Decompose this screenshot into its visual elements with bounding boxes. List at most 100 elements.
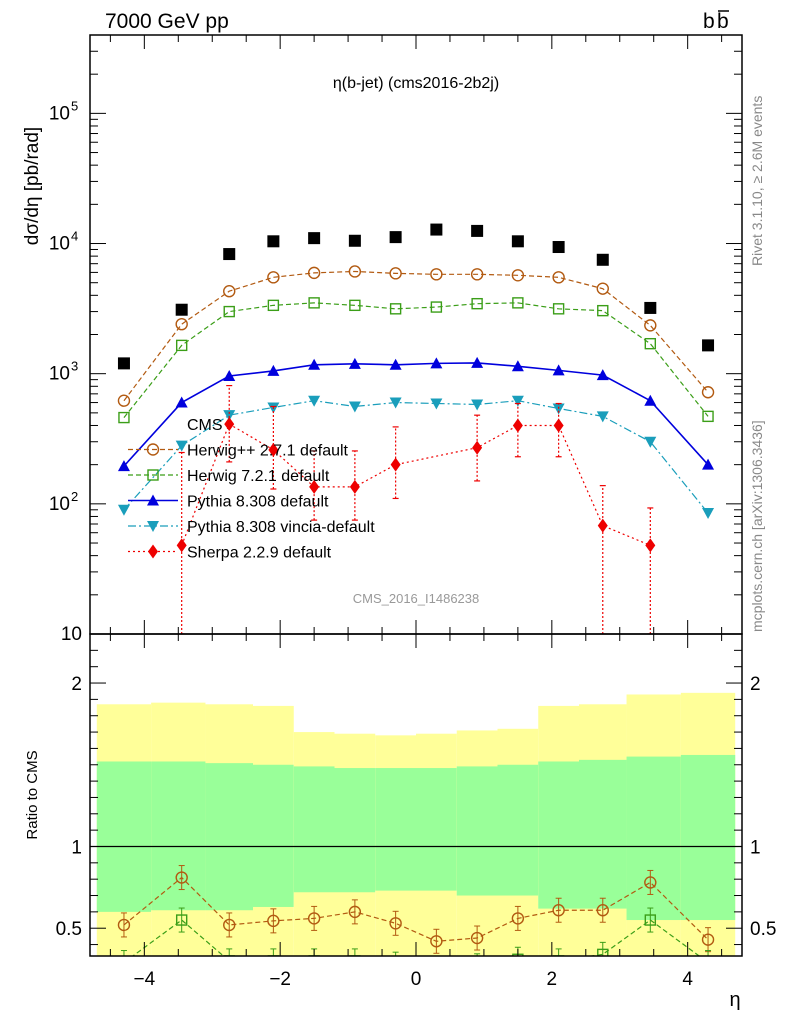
point-herwig-2-7-1-default [701,386,715,399]
point-sherpa-2-2-9-default [309,479,320,494]
point-pythia-8-308-default [552,364,565,376]
ratio-point-herwig-7-2-1-default [391,959,401,969]
point-cms [117,357,130,370]
ratio-tick-label-right: 0.5 [750,919,776,940]
point-pythia-8-308-default [389,358,402,370]
point-herwig-7-2-1-default [223,305,235,318]
legend-marker-pythia-8-308-default [147,494,159,506]
point-pythia-8-308-vincia-default [308,395,321,407]
ratio-point-herwig-2-7-1-default [701,933,715,946]
main-series-clipped [117,223,715,634]
header-right-b: b [703,10,715,33]
point-pythia-8-308-vincia-default [430,398,443,410]
point-cms [471,224,484,237]
ratio-band-inner [334,768,376,893]
ratio-uncertainty-bands [90,692,742,956]
point-sherpa-2-2-9-default [176,538,187,553]
ratio-series [117,865,715,974]
header-right-bbar: b [717,10,729,33]
point-pythia-8-308-vincia-default [511,395,524,407]
series-line-herwig-2-7-1-default [123,270,709,402]
ratio-series-clipped [117,865,715,974]
point-pythia-8-308-vincia-default [471,399,484,411]
point-herwig-2-7-1-default [348,265,362,278]
point-pythia-8-308-vincia-default [389,397,402,409]
point-sherpa-2-2-9-default [349,479,360,494]
ratio-band-inner [497,764,539,896]
series-line-pythia-8-308-vincia-default [123,400,709,514]
ratio-point-herwig-2-7-1-default [307,912,321,925]
ratio-tick-label-right: 1 [750,837,761,858]
ratio-point-herwig-2-7-1-default [596,904,609,917]
ratio-line-herwig-2-7-1-default [123,876,709,942]
point-sherpa-2-2-9-default [553,418,564,433]
ratio-tick-label-left: 1 [71,837,82,858]
ratio-tick-label-right: 2 [750,674,761,695]
ratio-y-axis-label: Ratio to CMS [24,750,41,839]
ratio-point-herwig-7-2-1-default [431,964,441,974]
point-herwig-7-2-1-default [118,411,130,424]
ratio-point-herwig-7-2-1-default [552,955,565,956]
ratio-point-herwig-2-7-1-default [389,917,402,930]
point-pythia-8-308-vincia-default [596,411,609,423]
y-tick-exponent: 3 [71,359,78,374]
point-pythia-8-308-default [430,357,443,369]
point-herwig-7-2-1-default [512,297,524,309]
point-sherpa-2-2-9-default [597,518,608,533]
point-pythia-8-308-vincia-default [175,440,188,452]
point-pythia-8-308-default [348,357,361,369]
ratio-tick-label-left: 0.5 [56,919,82,940]
ratio-band-inner [293,766,335,893]
point-pythia-8-308-vincia-default [348,401,361,413]
point-herwig-7-2-1-default [552,303,565,315]
point-herwig-7-2-1-default [349,299,361,312]
point-herwig-2-7-1-default [644,319,657,332]
point-cms [430,223,443,236]
point-pythia-8-308-default [596,369,609,381]
point-cms [702,339,715,352]
ratio-band-inner [416,768,457,891]
ratio-band-inner [151,761,206,911]
main-series [117,223,715,634]
y-tick-exponent: 4 [71,229,78,244]
ratio-band-inner [538,761,579,909]
legend-label-herwig-2-7-1-default: Herwig++ 2.7.1 default [187,443,349,460]
point-cms [552,241,565,254]
y-tick-label: 10 [61,624,82,645]
point-cms [223,248,236,261]
x-axis-label: η [729,989,740,1011]
point-sherpa-2-2-9-default [472,440,483,455]
ratio-point-herwig-2-7-1-default [552,904,565,917]
ratio-point-herwig-2-7-1-default [117,918,131,932]
legend-label-pythia-8-308-default: Pythia 8.308 default [187,494,329,511]
x-tick-label: −4 [133,969,155,990]
point-pythia-8-308-default [644,394,657,406]
ratio-point-herwig-7-2-1-default [597,948,609,956]
legend-label-cms: CMS [187,417,223,434]
ratio-point-herwig-2-7-1-default [348,905,362,919]
series-line-sherpa-2-2-9-default [181,423,651,546]
y-tick-exponent: 5 [71,98,78,113]
x-tick-label: 4 [682,969,693,990]
ratio-band-inner [375,768,416,891]
ratio-point-herwig-7-2-1-default [267,955,280,956]
ratio-point-herwig-2-7-1-default [644,876,657,889]
x-tick-label: −2 [269,969,291,990]
point-herwig-7-2-1-default [644,337,657,350]
analysis-label: CMS_2016_I1486238 [353,591,480,606]
point-herwig-2-7-1-default [175,317,188,331]
ratio-point-herwig-7-2-1-default [308,955,320,956]
point-pythia-8-308-default [267,364,280,376]
chart-title: η(b-jet) (cms2016-2b2j) [333,75,499,92]
ratio-point-herwig-2-7-1-default [223,918,236,932]
point-herwig-7-2-1-default [430,301,443,313]
ratio-band-inner [205,763,253,911]
point-pythia-8-308-vincia-default [117,504,130,516]
point-herwig-7-2-1-default [597,304,609,317]
rivet-label: Rivet 3.1.10, ≥ 2.6M events [749,96,765,266]
ratio-point-herwig-2-7-1-default [511,912,525,925]
point-cms [389,231,402,244]
y-tick-label: 10 [49,103,70,124]
point-pythia-8-308-default [702,458,715,470]
ratio-tick-label-left: 2 [71,674,82,695]
